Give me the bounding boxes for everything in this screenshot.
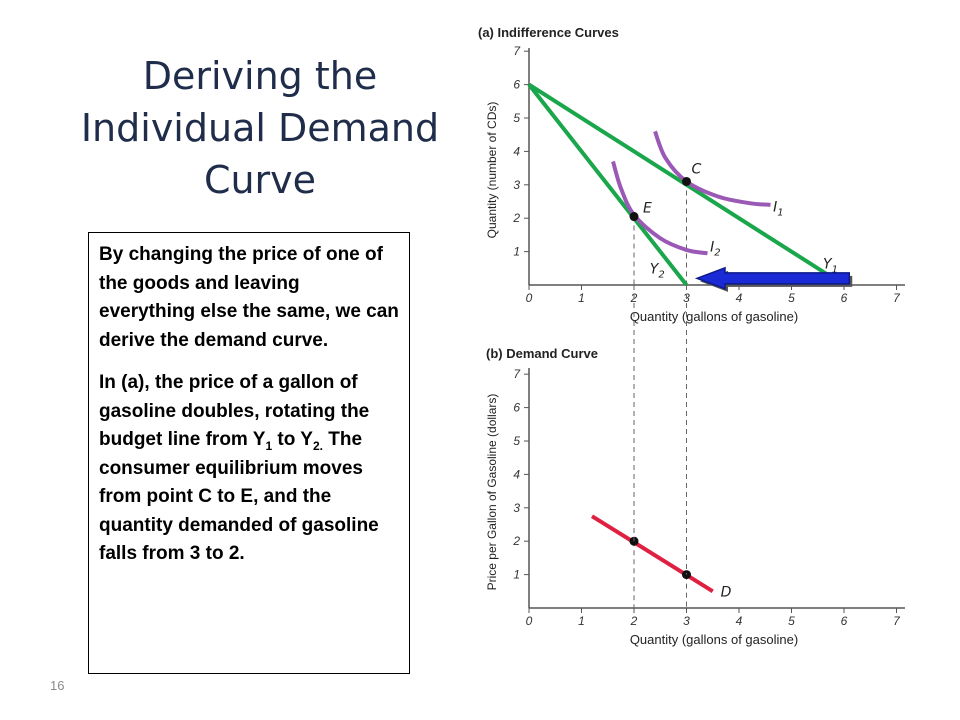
p2-subscript: 2. xyxy=(312,438,323,453)
arrow-shape xyxy=(694,266,850,290)
panel-a-x-tick-label: 4 xyxy=(736,291,743,305)
panel-a-x-tick-label: 5 xyxy=(788,291,795,305)
slide-title-line: Curve xyxy=(203,158,317,202)
i1-label: I1 xyxy=(773,200,784,219)
panel-a-x-label: Quantity (gallons of gasoline) xyxy=(630,309,798,324)
panel-a-y-tick-label: 1 xyxy=(513,245,520,259)
y2-label: Y2 xyxy=(650,261,665,280)
indifference-curve-i1 xyxy=(653,130,771,207)
y1-label-letter: Y xyxy=(823,256,833,272)
slide-number: 16 xyxy=(50,678,65,693)
explanation-paragraph-2: In (a), the price of a gallon of gasolin… xyxy=(99,369,399,569)
panel-b-x-tick-label: 6 xyxy=(841,614,848,628)
panel-a-x-tick-label: 6 xyxy=(841,291,848,305)
panel-b-y-tick-label: 2 xyxy=(512,534,520,548)
panel-b-y-tick-label: 6 xyxy=(513,401,520,415)
y2-label-sub: 2 xyxy=(658,269,664,280)
panel-a-x-tick-label: 7 xyxy=(893,291,901,305)
panel-a-y-tick-label: 4 xyxy=(513,144,520,158)
panel-b-x-tick-label: 0 xyxy=(526,614,533,628)
panel-b-title: (b) Demand Curve xyxy=(486,346,598,361)
panel-b-x-tick-label: 5 xyxy=(788,614,795,628)
panel-b-y-label: Price per Gallon of Gasoline (dollars) xyxy=(485,394,499,591)
panel-b-x-tick-label: 2 xyxy=(630,614,638,628)
slide-title-line: Individual Demand xyxy=(80,106,440,150)
panel-b-y-tick-label: 3 xyxy=(513,501,520,515)
panel-b-y-tick-label: 5 xyxy=(513,434,520,448)
panel-b-x-tick-label: 7 xyxy=(893,614,901,628)
panel-b-y-tick-label: 7 xyxy=(513,367,521,381)
p2-text: to Y xyxy=(272,429,313,450)
explanation-paragraph-1: By changing the price of one of the good… xyxy=(99,244,399,351)
left-arrow-icon xyxy=(694,266,853,292)
p2-subscript: 1 xyxy=(265,438,273,453)
panel-b-x-tick-label: 1 xyxy=(578,614,585,628)
indifference-curve-i2 xyxy=(611,160,708,256)
panel-b-x-label: Quantity (gallons of gasoline) xyxy=(630,632,798,647)
i2-label: I2 xyxy=(710,240,721,259)
explanation-textbox: By changing the price of one of the good… xyxy=(88,232,410,674)
i2-label-letter: I xyxy=(710,240,714,256)
panel-a-y-tick-label: 6 xyxy=(513,78,520,92)
i2-label-sub: 2 xyxy=(714,248,720,259)
p2-text: The consumer equilibrium moves from poin… xyxy=(99,429,379,564)
panel-b-y-tick-label: 1 xyxy=(513,568,520,582)
panel-a-y-tick-label: 2 xyxy=(512,211,520,225)
demand-line xyxy=(590,514,714,593)
i1-label-sub: 1 xyxy=(777,208,783,219)
panel-a-x-tick-label: 0 xyxy=(526,291,533,305)
p2-text: In (a), the price of a gallon of gasolin… xyxy=(99,372,370,450)
panel-a-y-tick-label: 7 xyxy=(513,44,521,58)
y1-label: Y1 xyxy=(823,256,838,275)
i1-label-letter: I xyxy=(773,200,777,216)
equilibrium-point-e xyxy=(629,212,639,222)
panel-b-x-tick-label: 3 xyxy=(683,614,690,628)
slide-title-line: Deriving the xyxy=(142,54,378,98)
indifference-curves-panel: (a) Indifference Curves 012345671234567 … xyxy=(478,25,905,324)
panel-a-x-tick-label: 1 xyxy=(578,291,585,305)
equilibrium-point-c xyxy=(682,176,691,186)
point-e-label: E xyxy=(643,201,652,217)
y2-label-letter: Y xyxy=(650,261,660,277)
panel-a-title: (a) Indifference Curves xyxy=(478,25,619,40)
budget-line-y2 xyxy=(527,83,689,287)
demand-label: D xyxy=(721,584,732,600)
panel-a-y-label: Quantity (number of CDs) xyxy=(485,102,499,239)
point-c-label: C xyxy=(692,161,702,177)
panel-a-y-tick-label: 5 xyxy=(513,111,520,125)
panel-b-y-tick-label: 4 xyxy=(513,467,520,481)
y1-label-sub: 1 xyxy=(832,264,838,275)
slide-title: Deriving the Individual Demand Curve xyxy=(60,50,460,206)
panel-b-x-tick-label: 4 xyxy=(736,614,743,628)
panel-a-y-tick-label: 3 xyxy=(513,178,520,192)
demand-curve-panel: (b) Demand Curve 0 1 2 3 4 5 6 7 1 2 3 4 5 6 7 Quantit… xyxy=(485,346,905,647)
